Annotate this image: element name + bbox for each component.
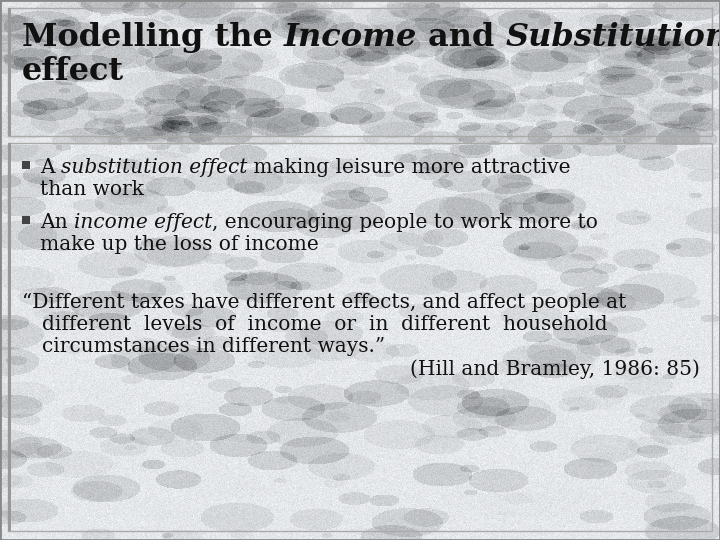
Bar bbox=[22, 161, 30, 169]
Text: making leisure more attractive: making leisure more attractive bbox=[248, 158, 571, 177]
Bar bbox=[8, 143, 11, 531]
Text: Income: Income bbox=[284, 22, 418, 53]
Bar bbox=[8, 8, 712, 136]
Text: than work: than work bbox=[40, 180, 144, 199]
Text: substitution effect: substitution effect bbox=[61, 158, 248, 177]
Text: A: A bbox=[40, 158, 61, 177]
Text: make up the loss of income: make up the loss of income bbox=[40, 235, 319, 254]
Text: Substitution: Substitution bbox=[505, 22, 720, 53]
Text: An: An bbox=[40, 213, 74, 232]
Text: , encouraging people to work more to: , encouraging people to work more to bbox=[212, 213, 598, 232]
Text: (Hill and Bramley, 1986: 85): (Hill and Bramley, 1986: 85) bbox=[410, 359, 700, 379]
Bar bbox=[8, 8, 11, 136]
Text: and: and bbox=[418, 22, 505, 53]
Bar bbox=[22, 216, 30, 224]
Text: effect: effect bbox=[22, 56, 124, 87]
Text: circumstances in different ways.”: circumstances in different ways.” bbox=[42, 337, 385, 356]
Text: Modelling the: Modelling the bbox=[22, 22, 284, 53]
Text: different  levels  of  income  or  in  different  household: different levels of income or in differe… bbox=[42, 315, 608, 334]
Text: “Different taxes have different effects, and affect people at: “Different taxes have different effects,… bbox=[22, 293, 626, 312]
Text: income effect: income effect bbox=[74, 213, 212, 232]
Bar bbox=[8, 143, 712, 531]
